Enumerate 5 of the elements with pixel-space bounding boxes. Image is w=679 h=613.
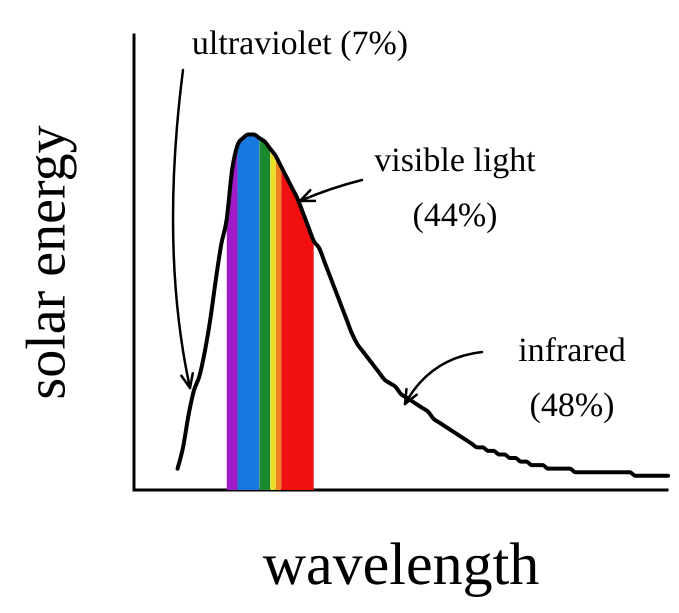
text: ultraviolet (7%) bbox=[192, 24, 408, 62]
y-axis-title: solar energy bbox=[16, 125, 78, 400]
annotation: infrared (48%) bbox=[518, 332, 626, 424]
annotation: visible light (44%) bbox=[374, 142, 536, 234]
x-axis-title: wavelength bbox=[262, 530, 540, 597]
